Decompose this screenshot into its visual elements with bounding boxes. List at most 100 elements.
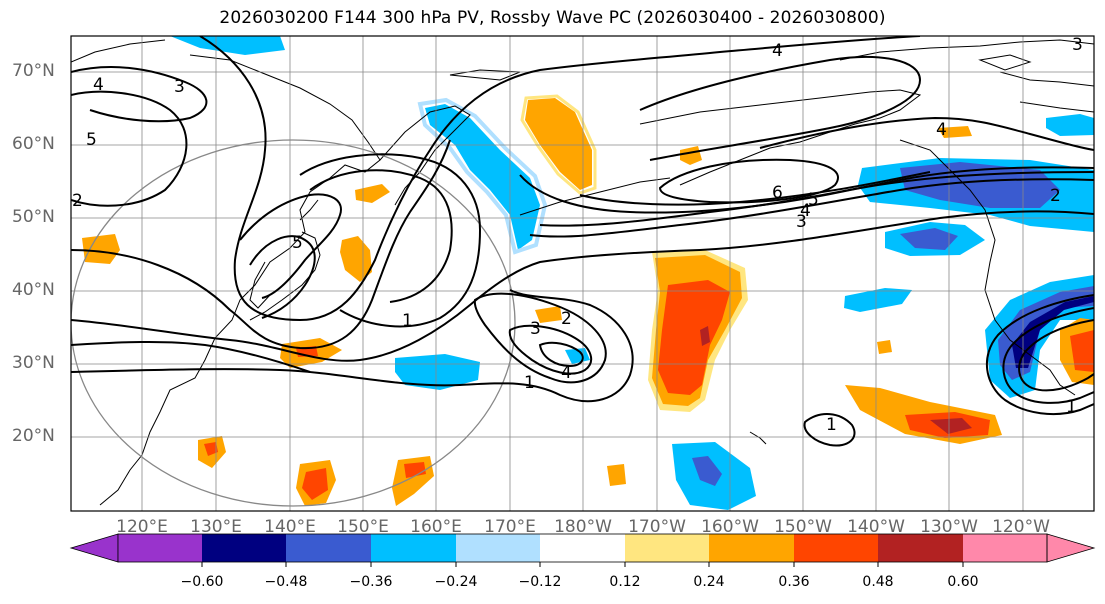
map-frame [70, 35, 1095, 512]
lon-label-170e: 170°E [484, 517, 536, 537]
shade-red-se-cut [1070, 330, 1094, 372]
colorbar-tick-label: −0.36 [349, 574, 393, 590]
shade-red-bottom1 [302, 468, 328, 500]
colorbar-tick-label: −0.12 [518, 574, 562, 590]
contour-label-6: 6 [772, 183, 783, 203]
lon-label-130w: 130°W [920, 517, 978, 537]
colorbar-bin-8 [709, 534, 794, 562]
lon-label-120e: 120°E [116, 517, 168, 537]
shade-cyan-kamchatka [425, 104, 540, 250]
shade-cyan-mid-small [565, 348, 590, 364]
lat-label-50n: 50°N [12, 207, 55, 227]
shade-cyan-ne-top [1046, 114, 1094, 136]
shade-orange-west [82, 234, 120, 264]
contour-trough-3 [239, 193, 342, 299]
shade-cyan-top [170, 36, 285, 55]
lat-label-20n: 20°N [12, 426, 55, 446]
colorbar-bin-11 [963, 534, 1047, 562]
colorbar-tick-label: −0.60 [180, 574, 224, 590]
contour-label-5-japan: 5 [292, 233, 303, 253]
shade-yellow-north [520, 94, 597, 195]
colorbar-bin-10 [878, 534, 963, 562]
contour-label-4-east: 4 [800, 201, 811, 221]
contour-se-cut-mid [1002, 307, 1094, 404]
contour-6-loop [658, 158, 839, 204]
contour-label-4-left: 4 [93, 75, 104, 95]
lon-label-150e: 150°E [337, 517, 389, 537]
coast-korea [249, 261, 271, 309]
contour-label-4-top: 4 [772, 41, 783, 61]
lon-label-130e: 130°E [190, 517, 242, 537]
colorbar-bin-5 [456, 534, 540, 562]
coast-aleutians [519, 177, 671, 216]
contour-label-1-se: 1 [1066, 397, 1077, 417]
contour-line-arc1 [71, 139, 451, 350]
contour-cutoff-outer [473, 292, 607, 384]
contour-label-3-mid: 3 [530, 319, 541, 339]
colorbar-bin-9 [794, 534, 878, 562]
colorbar-extend-left [69, 533, 119, 563]
coastlines [71, 39, 1094, 506]
lon-label-170w: 170°W [628, 517, 686, 537]
contour-se-cut-outer [985, 294, 1094, 416]
coast-alaska [639, 89, 922, 186]
shade-blue-ne-lower [900, 228, 958, 250]
shade-red-central [658, 280, 730, 395]
lat-label-40n: 40°N [12, 280, 55, 300]
lat-label-30n: 30°N [12, 353, 55, 373]
contour-4-alaska [759, 116, 1094, 151]
lon-label-160e: 160°E [410, 517, 462, 537]
coast-arctic [839, 39, 1094, 61]
shade-orange-alaska [938, 126, 972, 138]
colorbar-bin-3 [286, 534, 371, 562]
contour-label-2-east: 2 [1050, 186, 1061, 206]
shade-orange-east-small [877, 340, 892, 354]
contour-1-south [803, 413, 856, 447]
contour-jet-1 [529, 178, 1094, 238]
lon-label-140e: 140°E [264, 517, 316, 537]
contour-label-1-mid: 1 [402, 311, 413, 331]
colorbar-tick-label: 0.36 [778, 574, 810, 590]
contour-line-5-left [71, 90, 188, 207]
colorbar-tick-label: 0.60 [947, 574, 979, 590]
contour-label-4-low: 4 [561, 363, 572, 383]
shade-orange-kuril [340, 236, 372, 282]
coast-canada [999, 71, 1094, 113]
contour-label-3-left: 3 [174, 77, 185, 97]
contour-trough-2 [309, 169, 453, 303]
coast-na-west [899, 139, 1076, 396]
contour-label-1-low: 1 [524, 373, 535, 393]
shade-red-bottom2 [404, 462, 426, 478]
lat-label-70n: 70°N [12, 61, 55, 81]
contour-label-3-east: 3 [796, 212, 807, 232]
shade-orange-sakhalin [355, 184, 390, 203]
shade-blue-bottom [692, 456, 722, 486]
contour-label-2-west: 2 [72, 191, 83, 211]
colorbar-bin-4 [371, 534, 456, 562]
shade-navy-se-arc [1012, 296, 1094, 368]
contour-label-5-east: 5 [808, 190, 819, 210]
contour-label-2-mid: 2 [561, 309, 572, 329]
colorbar-tick-label: −0.48 [264, 574, 308, 590]
shade-lightblue-kamchatka [417, 97, 548, 255]
lon-label-180w: 180°W [554, 517, 612, 537]
colorbar-bin-6 [540, 534, 625, 562]
contour-wave-1 [71, 289, 634, 403]
lon-label-160w: 160°W [701, 517, 759, 537]
shade-orange-north [525, 98, 592, 190]
contour-lower-arc [71, 340, 311, 373]
colorbar-extend-right [1046, 533, 1096, 563]
contour-jet-3 [519, 171, 1094, 214]
colorbar-tick-label: 0.48 [862, 574, 894, 590]
contour-label-3-arctic: 3 [1072, 35, 1083, 55]
lon-label-140w: 140°W [847, 517, 905, 537]
contour-cutoff-mid [508, 324, 593, 375]
lat-label-60n: 60°N [12, 134, 55, 154]
contour-trough-1 [299, 153, 482, 328]
shade-orange-mid [535, 306, 562, 323]
colorbar-bin-1 [118, 534, 202, 562]
contour-4-north [639, 55, 922, 161]
colorbar-ticks [201, 562, 964, 567]
contour-trough-4 [249, 235, 316, 319]
